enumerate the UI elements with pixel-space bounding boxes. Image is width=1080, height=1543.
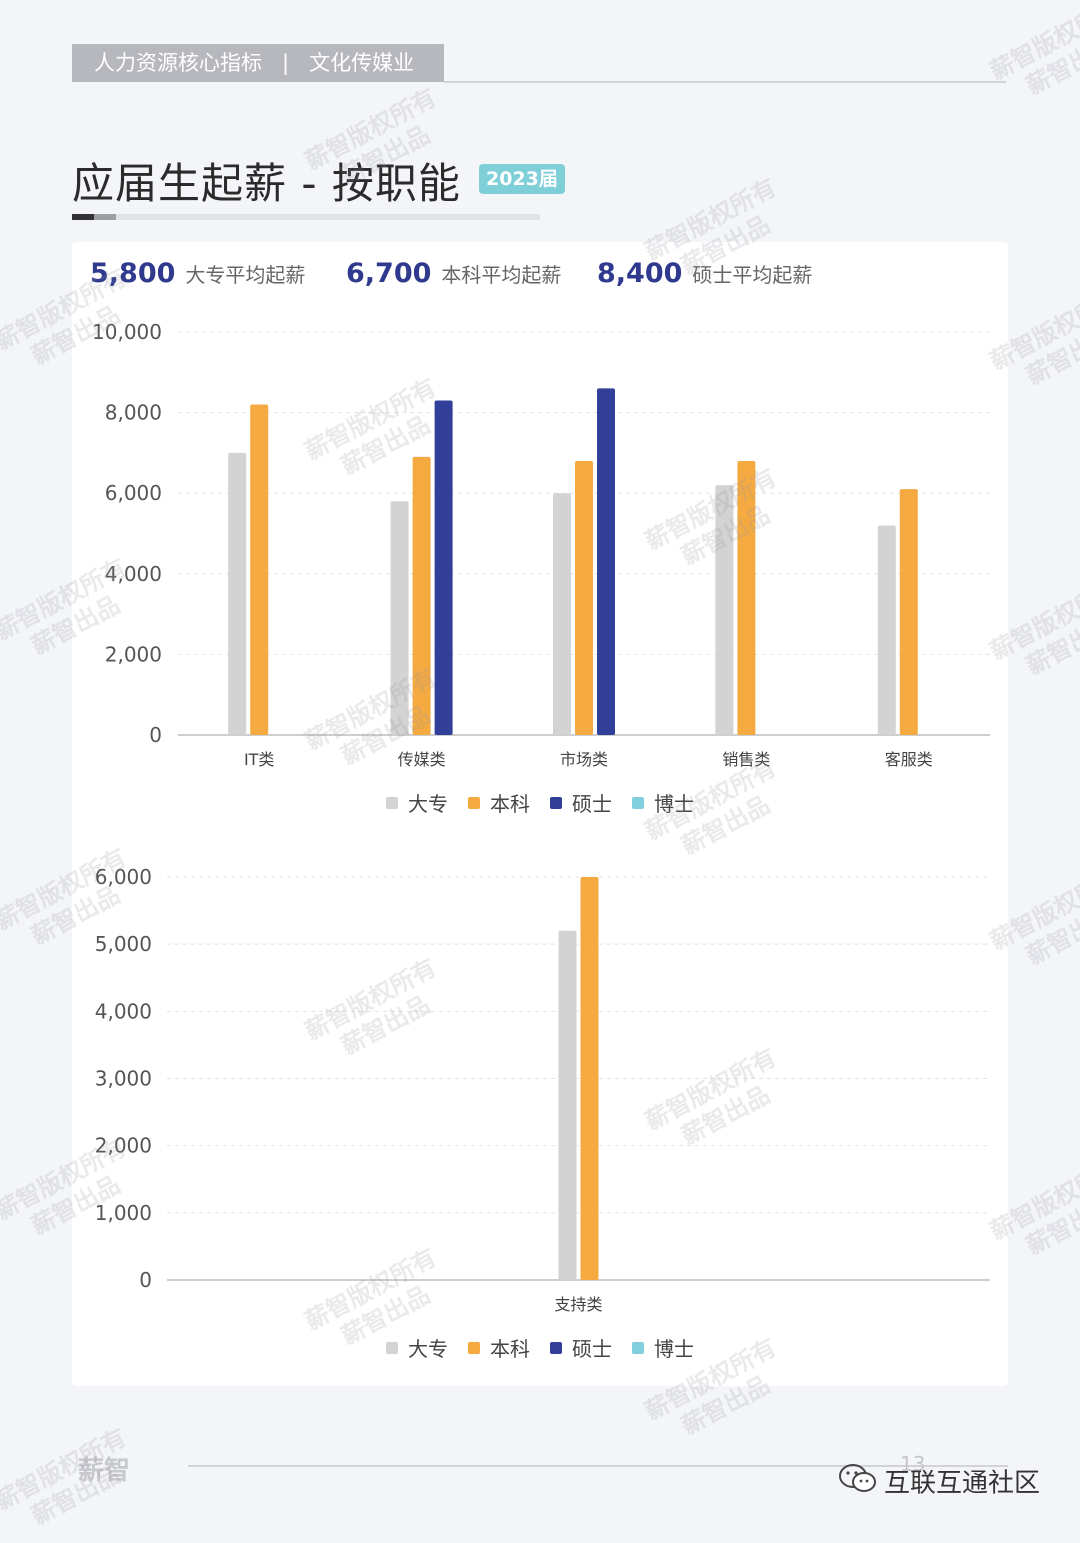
bar-本科	[737, 460, 756, 735]
legend-label: 硕士	[572, 792, 612, 816]
bar-本科	[250, 404, 269, 735]
legend-label: 硕士	[572, 1337, 612, 1361]
bar-大专	[228, 452, 247, 735]
legend-swatch	[550, 796, 562, 809]
y-tick-label: 4,000	[105, 562, 162, 586]
x-tick-label: IT类	[244, 750, 275, 769]
bar-本科	[575, 460, 593, 735]
footer-logo: 薪智	[78, 1456, 131, 1486]
legend-label: 本科	[490, 1337, 530, 1361]
kpi-associate: 5,800 大专平均起薪	[90, 258, 305, 294]
x-tick-label: 传媒类	[398, 750, 446, 769]
legend-swatch	[386, 1341, 398, 1354]
legend-item: 博士	[632, 1333, 694, 1362]
y-tick-label: 4,000	[95, 999, 152, 1023]
year-badge: 2023届	[479, 164, 565, 194]
legend-label: 博士	[654, 1337, 694, 1361]
bar-大专	[553, 493, 571, 735]
kpi-label: 硕士平均起薪	[692, 263, 813, 287]
chart-legend-2: 大专 本科 硕士 博士	[72, 1333, 1008, 1362]
chart-card	[72, 242, 1008, 1386]
legend-swatch	[550, 1341, 562, 1354]
bar-chart-support: 0 1,000 2,000 3,000 4,000 5,000 6,000 支持类	[72, 855, 1008, 1325]
legend-item: 博士	[632, 788, 694, 817]
header-divider	[444, 81, 1006, 83]
wechat-name: 互联互通社区	[884, 1468, 1041, 1499]
bar-chart-functions-svg: 0 2,000 4,000 6,000 8,000 10,000 IT类 传媒类 市场类 销售类 客…	[92, 320, 990, 769]
y-tick-label: 6,000	[95, 865, 152, 889]
chart-legend-1: 大专 本科 硕士 博士	[72, 788, 1008, 817]
y-tick-label: 0	[139, 1268, 152, 1292]
legend-swatch	[468, 1341, 480, 1354]
y-tick-label: 6,000	[105, 481, 162, 505]
watermark: 薪智版权所有 薪智出品	[985, 0, 1080, 101]
y-tick-label: 1,000	[95, 1201, 152, 1225]
bar-硕士	[597, 388, 615, 735]
kpi-label: 本科平均起薪	[441, 263, 562, 287]
y-tick-label: 2,000	[105, 642, 162, 666]
bar-大专	[715, 485, 734, 735]
x-tick-label: 销售类	[722, 750, 770, 769]
kpi-bachelor: 6,700 本科平均起薪	[346, 258, 561, 294]
wechat-attribution: 互联互通社区	[838, 1462, 1040, 1502]
legend-label: 大专	[408, 792, 448, 816]
kpi-value: 6,700	[346, 258, 432, 289]
legend-item: 硕士	[550, 1333, 612, 1362]
bar-本科	[580, 877, 599, 1280]
bar-硕士	[434, 400, 453, 735]
legend-label: 大专	[408, 1337, 448, 1361]
legend-item: 本科	[468, 788, 530, 817]
y-tick-label: 2,000	[95, 1134, 152, 1158]
page-title: 应届生起薪 - 按职能	[72, 159, 461, 208]
legend-item: 硕士	[550, 788, 612, 817]
legend-item: 大专	[386, 1333, 448, 1362]
kpi-value: 8,400	[597, 258, 683, 289]
y-tick-label: 3,000	[95, 1067, 152, 1091]
y-tick-label: 8,000	[105, 401, 162, 425]
header-separator: |	[282, 51, 290, 75]
header-industry: 文化传媒业	[309, 51, 415, 75]
legend-label: 本科	[490, 792, 530, 816]
y-tick-label: 0	[149, 723, 162, 747]
x-tick-label: 市场类	[560, 750, 608, 769]
bar-本科	[412, 456, 431, 735]
kpi-label: 大专平均起薪	[185, 263, 306, 287]
wechat-icon	[838, 1462, 878, 1500]
legend-swatch	[632, 796, 644, 809]
header-section: 人力资源核心指标	[94, 51, 262, 75]
footer-divider	[188, 1465, 1008, 1467]
page-number: 13	[900, 1452, 926, 1476]
y-tick-label: 10,000	[92, 320, 162, 344]
legend-item: 本科	[468, 1333, 530, 1362]
legend-swatch	[468, 796, 480, 809]
x-tick-label: 支持类	[554, 1295, 602, 1314]
title-underline	[72, 214, 540, 220]
y-tick-label: 5,000	[95, 932, 152, 956]
bar-chart-support-svg: 0 1,000 2,000 3,000 4,000 5,000 6,000 支持类	[95, 865, 990, 1314]
header-tab: 人力资源核心指标 | 文化传媒业	[72, 44, 444, 82]
bar-chart-functions: 0 2,000 4,000 6,000 8,000 10,000 IT类 传媒类 市场类 销售类 客…	[72, 310, 1008, 780]
bar-大专	[877, 525, 896, 735]
kpi-value: 5,800	[90, 258, 176, 289]
legend-label: 博士	[654, 792, 694, 816]
legend-item: 大专	[386, 788, 448, 817]
kpi-master: 8,400 硕士平均起薪	[597, 258, 812, 294]
bar-本科	[899, 489, 918, 735]
bar-大专	[390, 501, 409, 735]
legend-swatch	[386, 796, 398, 809]
legend-swatch	[632, 1341, 644, 1354]
bar-大专	[558, 930, 577, 1280]
x-tick-label: 客服类	[885, 750, 933, 769]
